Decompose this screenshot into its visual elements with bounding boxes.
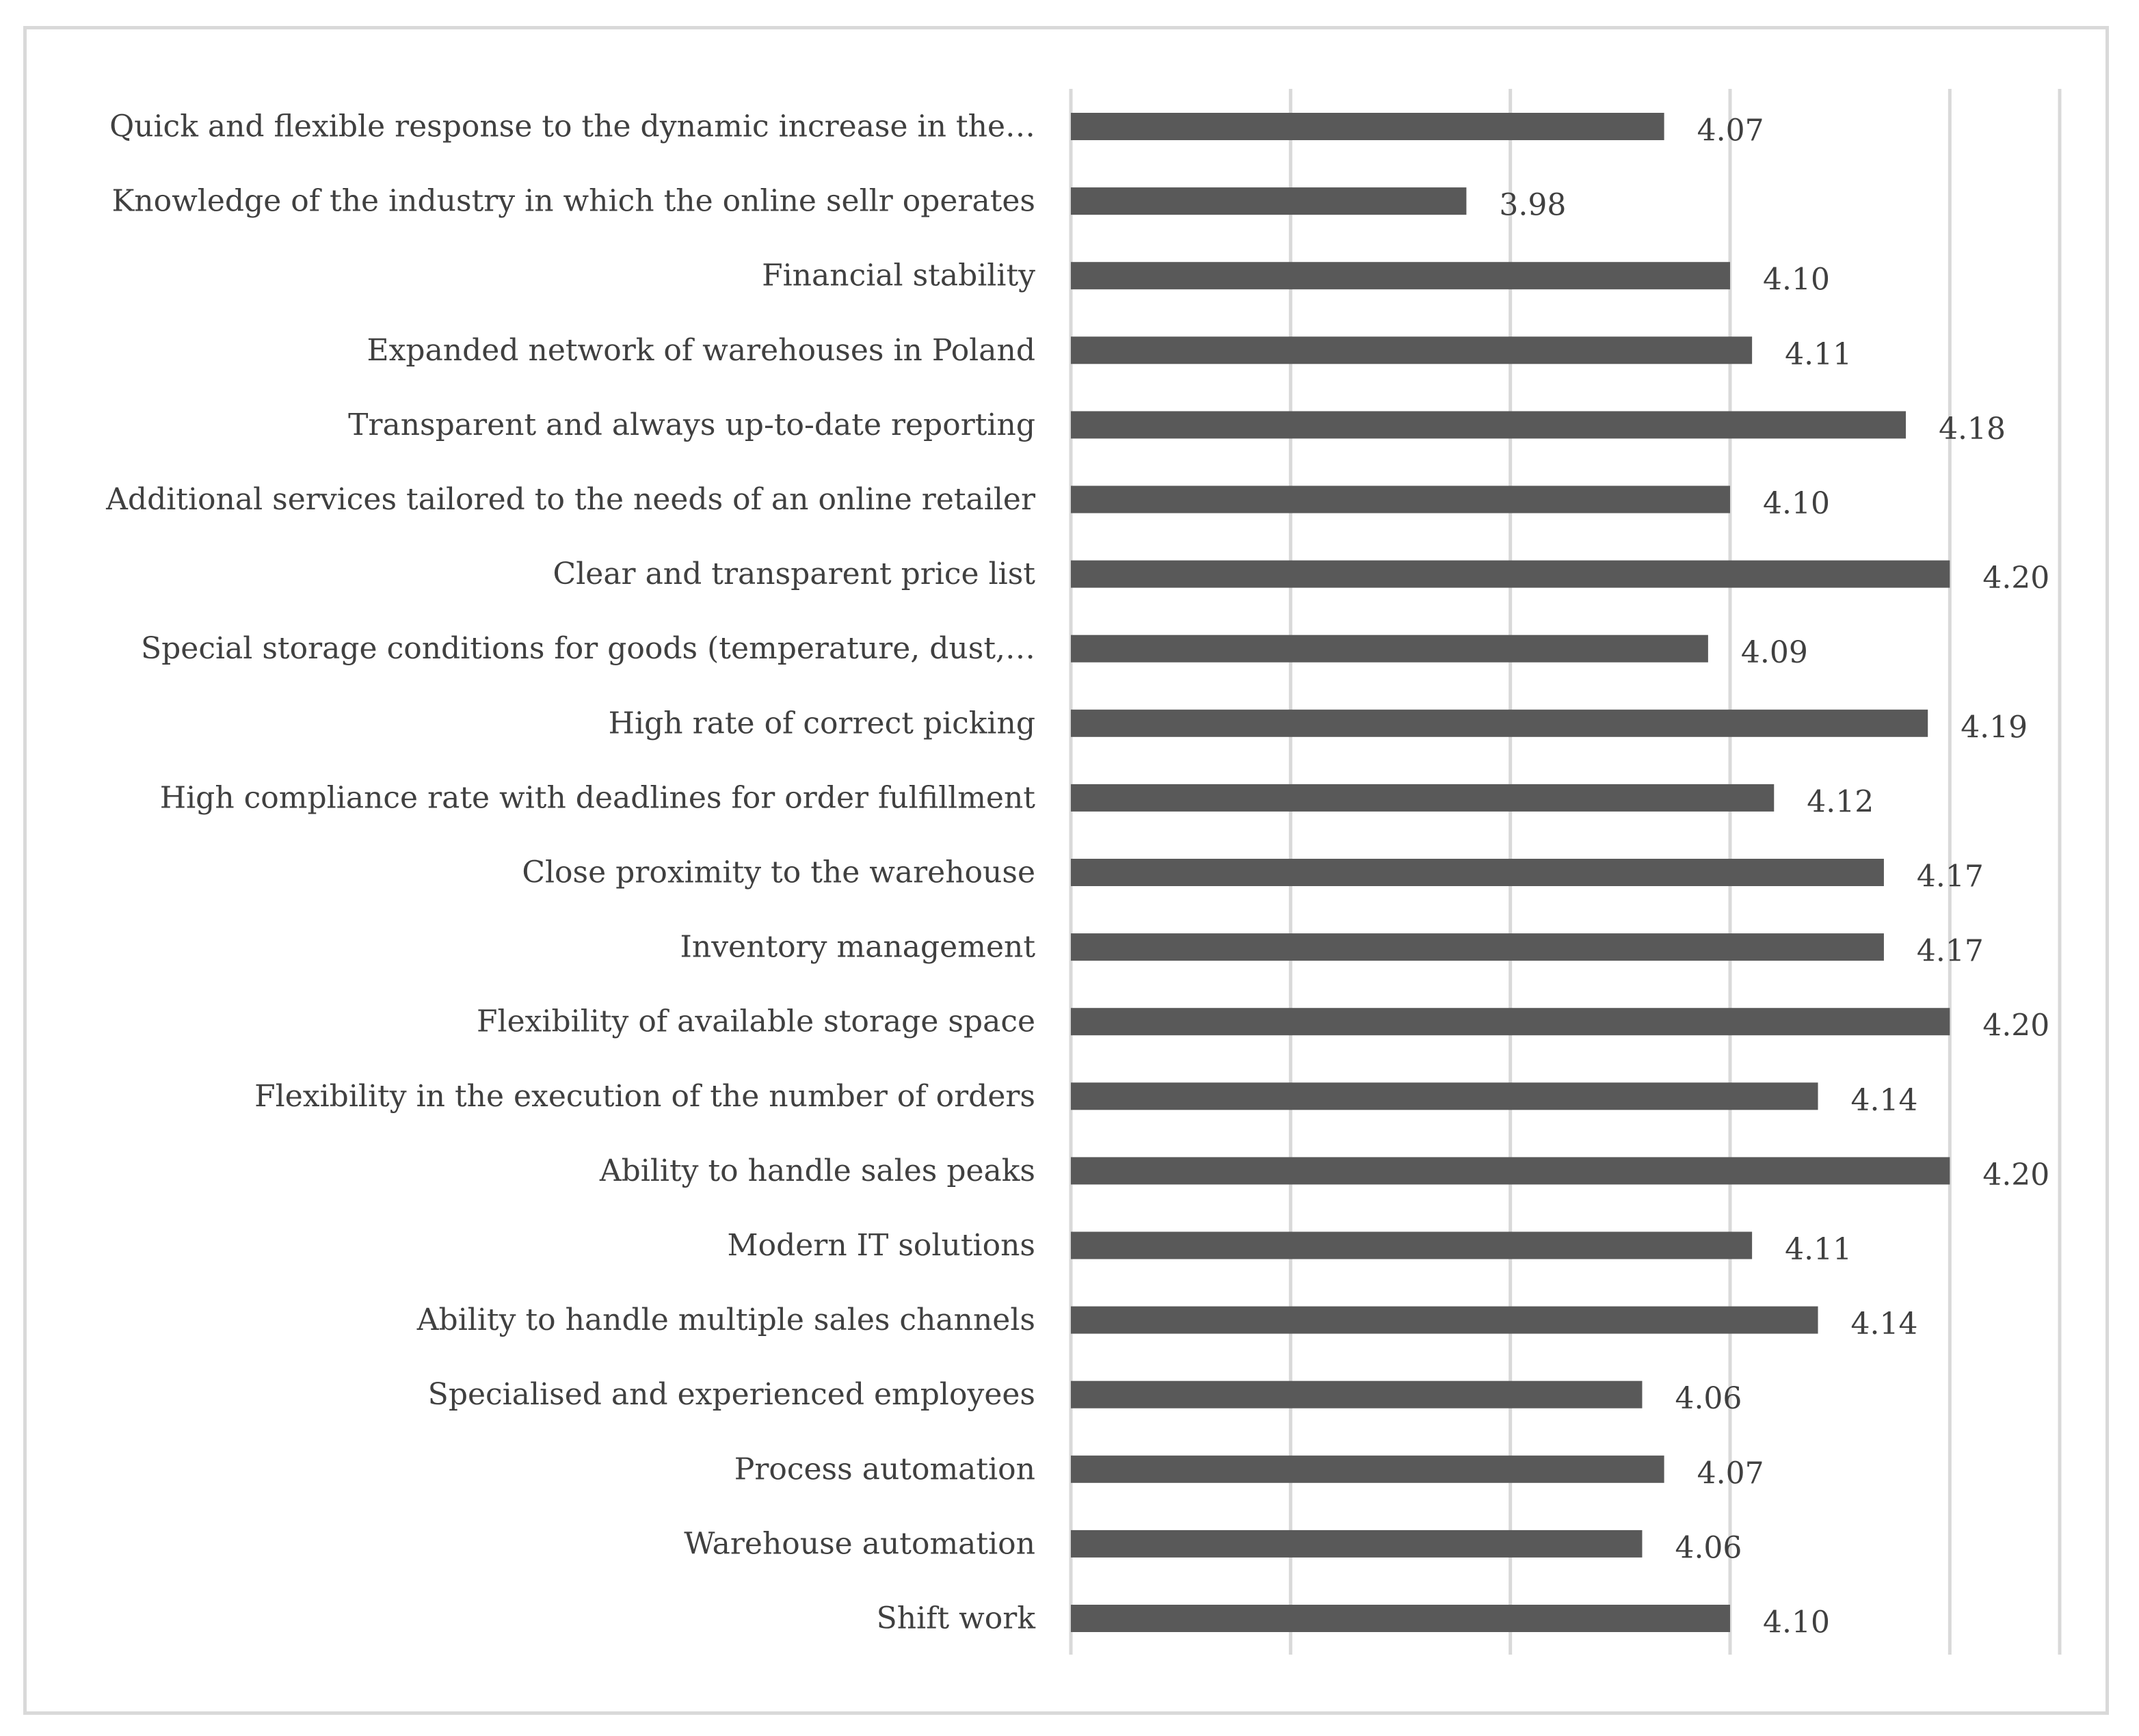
data-label-19: 4.06 — [1675, 1530, 1742, 1565]
data-label-7: 4.09 — [1741, 635, 1808, 670]
bar-15 — [1071, 1231, 1753, 1259]
bar-17 — [1071, 1380, 1643, 1408]
category-label-3: Expanded network of warehouses in Poland — [367, 333, 1035, 368]
bar-6 — [1071, 560, 1950, 588]
data-label-3: 4.11 — [1785, 337, 1852, 372]
category-label-15: Modern IT solutions — [728, 1228, 1035, 1263]
bar-8 — [1071, 709, 1928, 737]
bar-9 — [1071, 784, 1775, 812]
data-labels: 4.07 3.98 4.10 4.11 4.18 4.10 4.20 4.09 4.19 4.12… — [1499, 113, 2049, 1640]
bar-10 — [1071, 859, 1884, 886]
category-label-8: High rate of correct picking — [609, 706, 1035, 740]
bar-0 — [1071, 113, 1664, 140]
bar-13 — [1071, 1082, 1818, 1110]
category-label-19: Warehouse automation — [684, 1526, 1035, 1561]
data-label-6: 4.20 — [1982, 561, 2049, 596]
category-label-20: Shift work — [877, 1601, 1036, 1636]
data-label-14: 4.20 — [1982, 1158, 2049, 1192]
category-labels: Quick and flexible response to the dynam… — [105, 109, 1036, 1636]
data-label-17: 4.06 — [1675, 1381, 1742, 1416]
category-label-13: Flexibility in the execution of the numb… — [254, 1079, 1035, 1114]
category-label-16: Ability to handle multiple sales channel… — [416, 1303, 1035, 1337]
data-label-9: 4.12 — [1807, 784, 1874, 819]
data-label-10: 4.17 — [1917, 859, 1984, 894]
data-label-11: 4.17 — [1917, 934, 1984, 969]
category-label-17: Specialised and experienced employees — [428, 1377, 1035, 1412]
data-label-16: 4.14 — [1851, 1307, 1918, 1341]
bars — [1071, 113, 1950, 1632]
bar-18 — [1071, 1455, 1664, 1483]
bar-4 — [1071, 411, 1906, 439]
bar-7 — [1071, 635, 1708, 663]
category-label-10: Close proximity to the warehouse — [522, 855, 1035, 890]
category-label-12: Flexibility of available storage space — [477, 1004, 1035, 1039]
category-label-18: Process automation — [734, 1452, 1035, 1486]
data-label-20: 4.10 — [1763, 1605, 1830, 1640]
bar-12 — [1071, 1008, 1950, 1036]
data-label-2: 4.10 — [1763, 263, 1830, 297]
bar-3 — [1071, 336, 1753, 364]
data-label-4: 4.18 — [1939, 412, 2006, 446]
data-label-1: 3.98 — [1499, 188, 1566, 223]
bar-11 — [1071, 933, 1884, 961]
category-label-1: Knowledge of the industry in which the o… — [111, 184, 1035, 219]
data-label-12: 4.20 — [1982, 1009, 2049, 1043]
data-label-18: 4.07 — [1697, 1456, 1764, 1491]
data-label-0: 4.07 — [1697, 113, 1764, 148]
bar-2 — [1071, 262, 1730, 290]
category-label-2: Financial stability — [762, 258, 1035, 293]
category-label-14: Ability to handle sales peaks — [599, 1153, 1035, 1188]
bar-20 — [1071, 1605, 1730, 1632]
category-label-7: Special storage conditions for goods (te… — [141, 631, 1035, 666]
bar-19 — [1071, 1530, 1643, 1558]
data-label-13: 4.14 — [1851, 1083, 1918, 1118]
data-label-8: 4.19 — [1961, 710, 2028, 745]
bar-14 — [1071, 1157, 1950, 1185]
category-label-4: Transparent and always up-to-date report… — [348, 408, 1035, 442]
data-label-5: 4.10 — [1763, 486, 1830, 521]
bar-1 — [1071, 187, 1467, 215]
category-label-9: High compliance rate with deadlines for … — [160, 780, 1036, 815]
bar-5 — [1071, 485, 1730, 513]
category-label-11: Inventory management — [680, 930, 1035, 965]
bar-16 — [1071, 1306, 1818, 1334]
category-label-5: Additional services tailored to the need… — [105, 482, 1036, 517]
category-label-0: Quick and flexible response to the dynam… — [109, 109, 1035, 144]
category-label-6: Clear and transparent price list — [553, 557, 1036, 591]
data-label-15: 4.11 — [1785, 1232, 1852, 1267]
